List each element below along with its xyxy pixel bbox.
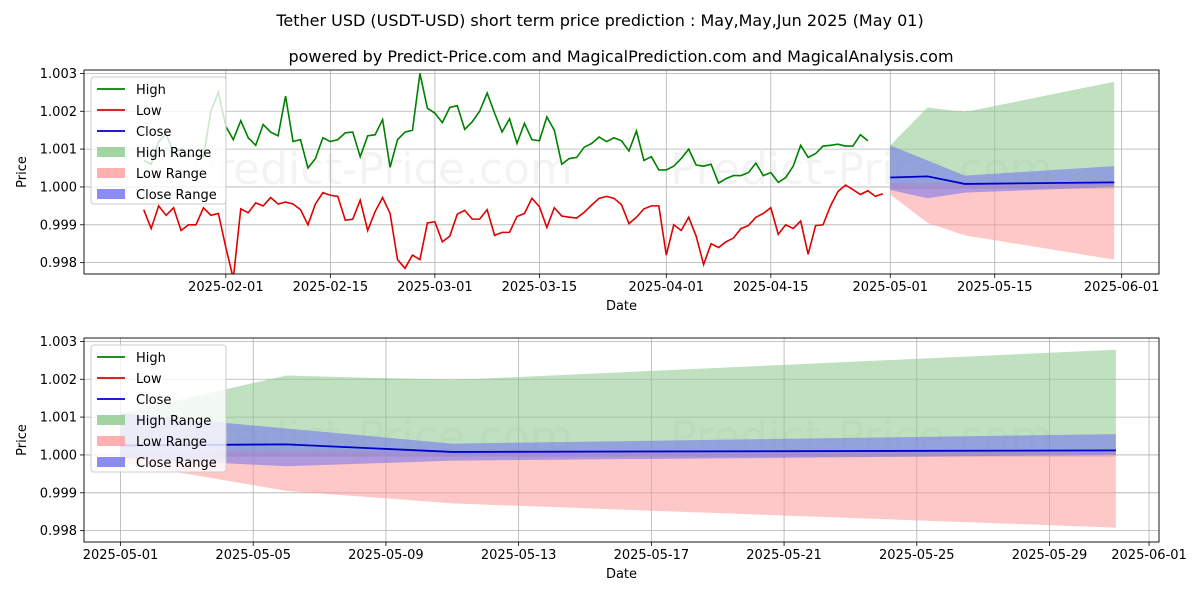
legend-swatch (97, 147, 125, 157)
high-range-band (120, 349, 1116, 457)
x-tick-label: 2025-03-01 (397, 280, 473, 295)
plot-frame (83, 69, 1160, 275)
y-tick-label: 1.000 (40, 180, 77, 195)
close-range-band (120, 413, 1116, 467)
legend-label: Close (136, 125, 171, 140)
y-tick-label: 1.002 (40, 373, 77, 388)
x-axis-label: Date (606, 299, 637, 314)
plot-area (142, 73, 1115, 274)
history-forecast-panel: Predict-Price.comPredict-Price.com2025-0… (15, 67, 1159, 314)
x-tick-label: 2025-05-01 (83, 548, 159, 563)
y-axis-label: Price (15, 156, 30, 188)
x-tick-label: 2025-05-25 (879, 548, 955, 563)
y-axis-label: Price (15, 424, 30, 456)
high-series-line (143, 73, 869, 185)
high-range-band (890, 81, 1115, 189)
legend-label: Low (136, 372, 162, 387)
x-tick-label: 2025-05-15 (957, 280, 1033, 295)
x-axis-label: Date (606, 567, 637, 582)
y-tick-label: 1.003 (40, 335, 77, 350)
low-range-band (890, 183, 1115, 260)
y-tick-label: 0.999 (40, 486, 77, 501)
y-tick-label: 1.000 (40, 448, 77, 463)
x-tick-label: 2025-05-13 (481, 548, 557, 563)
forecast-zoom-panel: Predict-Price.comPredict-Price.com2025-0… (15, 335, 1187, 582)
y-tick-label: 0.998 (40, 256, 77, 271)
legend-label: Low Range (136, 435, 207, 450)
y-tick-label: 1.002 (40, 105, 77, 120)
legend-swatch (97, 415, 125, 425)
x-tick-label: 2025-06-01 (1111, 548, 1187, 563)
legend: High Low Close High Range Low Range Close Ran… (90, 76, 227, 205)
x-tick-label: 2025-04-15 (733, 280, 809, 295)
low-series-line (142, 184, 884, 274)
x-tick-label: 2025-02-01 (188, 280, 264, 295)
x-tick-label: 2025-02-15 (293, 280, 369, 295)
y-tick-label: 1.003 (40, 67, 77, 82)
plot-frame (83, 337, 1160, 543)
legend-swatch (97, 168, 125, 178)
low-range-band (120, 451, 1116, 528)
x-tick-label: 2025-05-21 (746, 548, 822, 563)
x-tick-label: 2025-05-01 (852, 280, 928, 295)
close-series-line (890, 175, 1115, 185)
legend-label: Low Range (136, 167, 207, 182)
chart-subtitle: powered by Predict-Price.com and Magical… (288, 47, 953, 66)
close-range-band (890, 145, 1115, 199)
legend-swatch (97, 189, 125, 199)
x-tick-label: 2025-04-01 (629, 280, 705, 295)
y-tick-label: 0.998 (40, 524, 77, 539)
legend-label: Close Range (136, 456, 217, 471)
x-tick-label: 2025-05-29 (1012, 548, 1088, 563)
y-tick-label: 1.001 (40, 411, 77, 426)
legend-label: Low (136, 104, 162, 119)
watermark-text: Predict-Price.com (190, 144, 573, 195)
legend-swatch (97, 457, 125, 467)
legend: High Low Close High Range Low Range Close Ran… (90, 344, 227, 473)
legend-label: High (136, 83, 166, 98)
legend-label: High Range (136, 414, 211, 429)
x-tick-label: 2025-06-01 (1084, 280, 1160, 295)
plot-area (120, 349, 1116, 528)
x-tick-label: 2025-05-09 (348, 548, 424, 563)
legend-label: Close (136, 393, 171, 408)
legend-label: Close Range (136, 188, 217, 203)
chart-title: Tether USD (USDT-USD) short term price p… (275, 11, 923, 30)
legend-label: High Range (136, 146, 211, 161)
legend-label: High (136, 351, 166, 366)
x-tick-label: 2025-05-17 (614, 548, 690, 563)
y-tick-label: 0.999 (40, 218, 77, 233)
y-tick-label: 1.001 (40, 143, 77, 158)
legend-swatch (97, 436, 125, 446)
x-tick-label: 2025-03-15 (502, 280, 578, 295)
x-tick-label: 2025-05-05 (215, 548, 291, 563)
